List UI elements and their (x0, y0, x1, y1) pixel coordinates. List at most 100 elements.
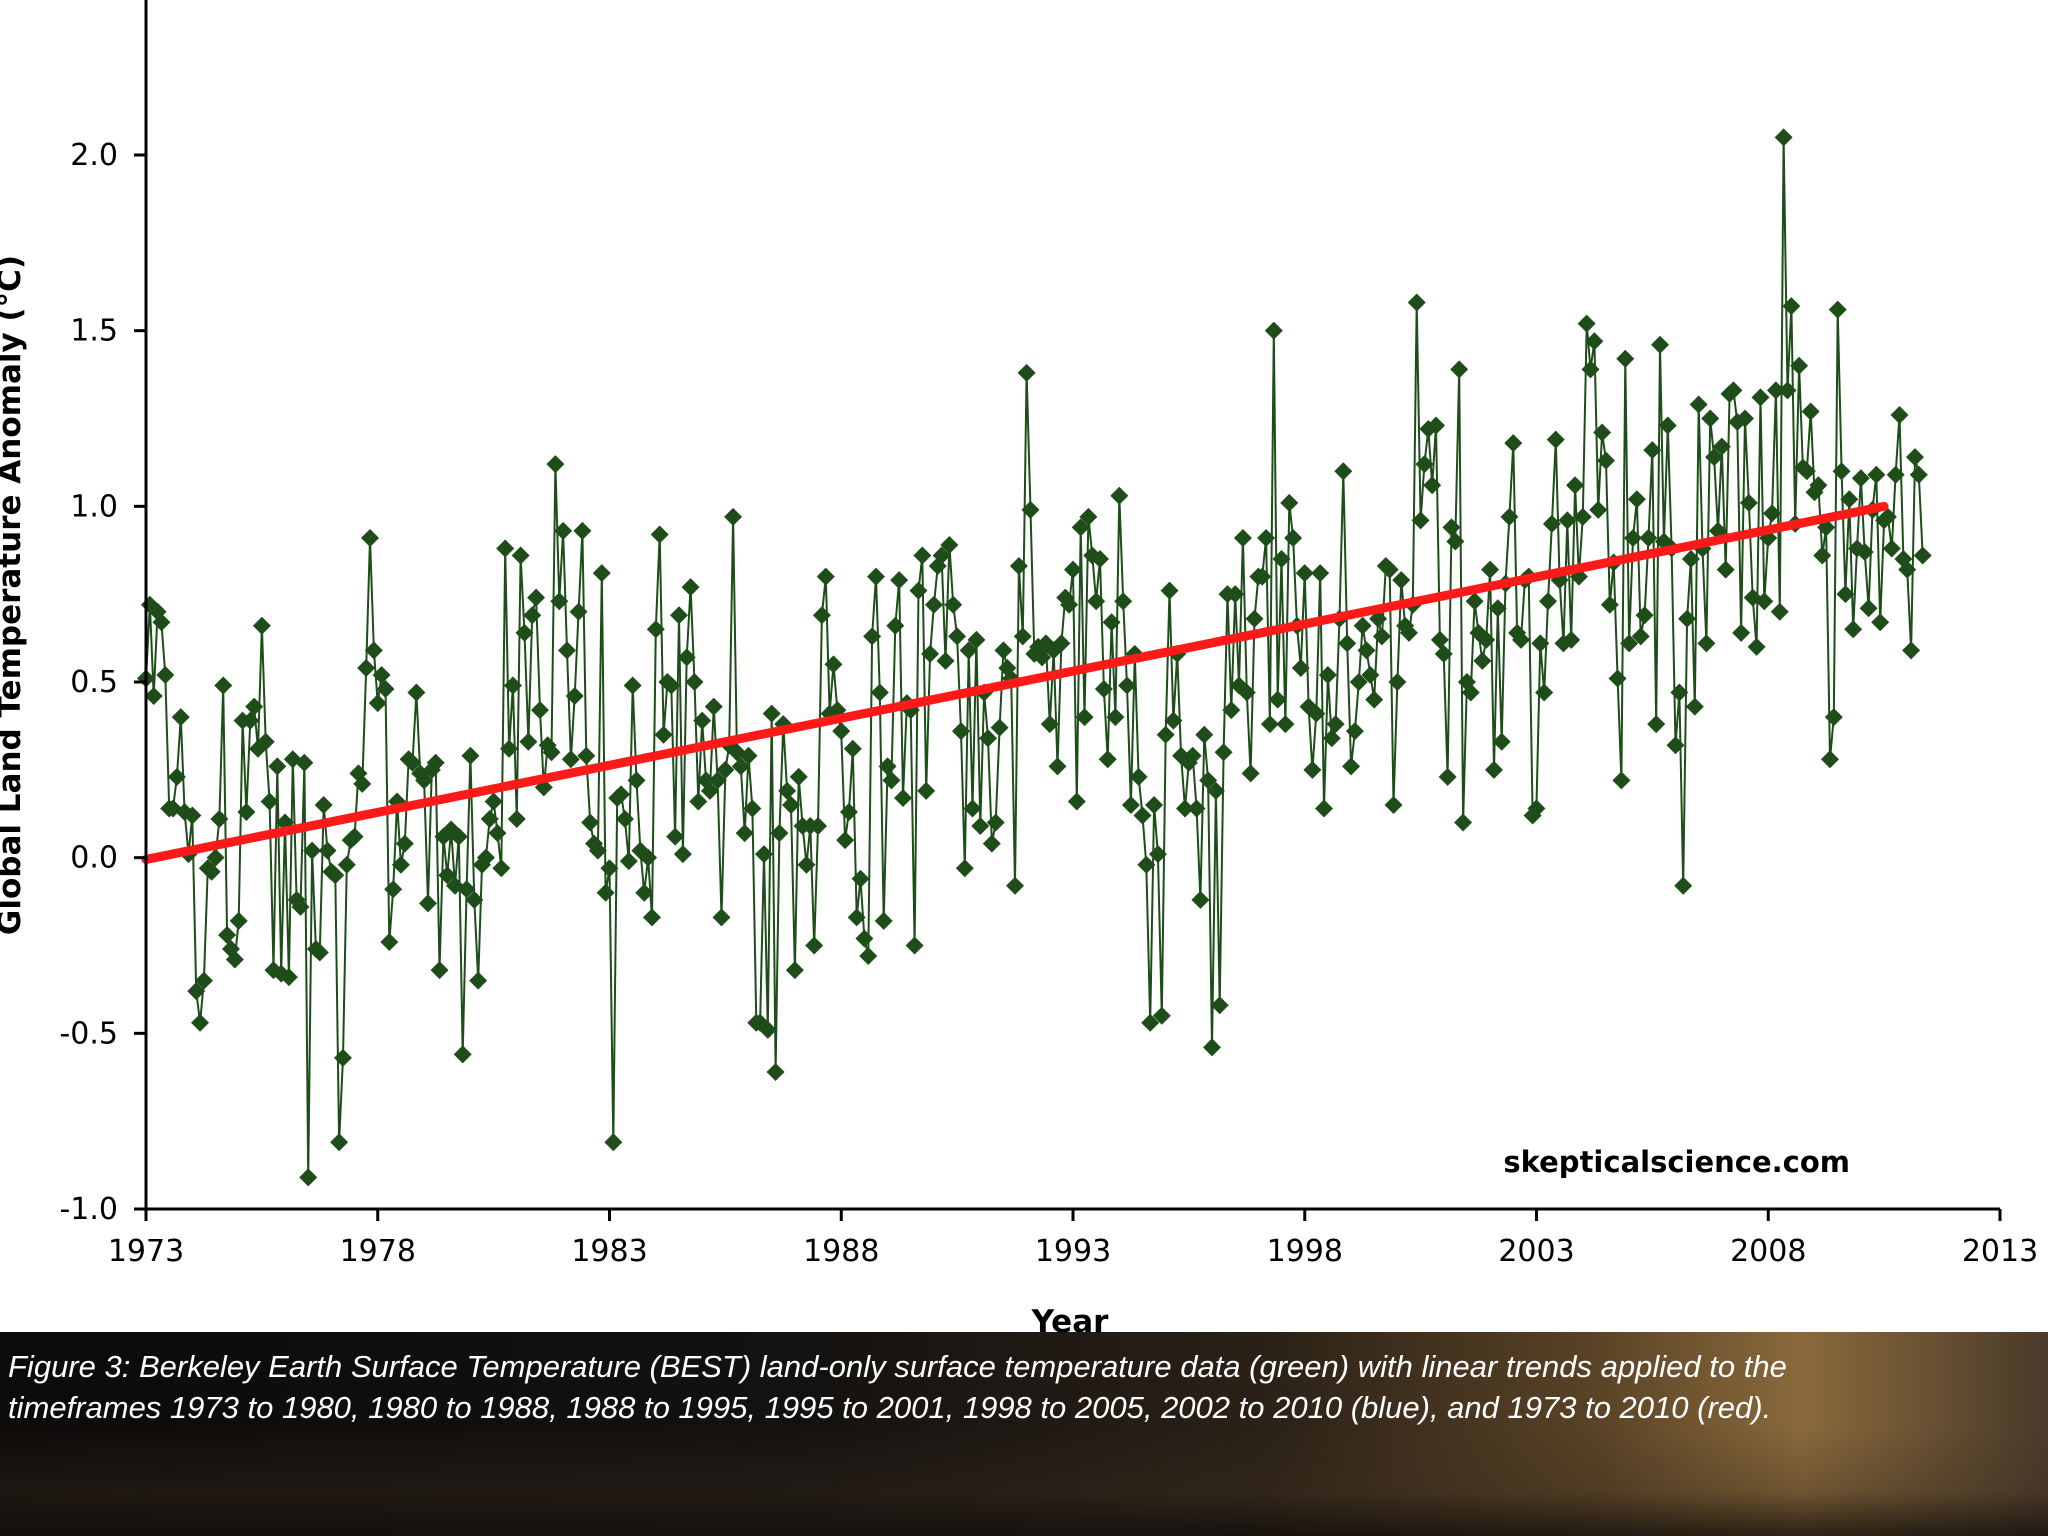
x-tick-label: 1988 (803, 1234, 879, 1269)
data-point-marker (731, 757, 750, 776)
data-point-marker (314, 795, 333, 814)
data-point-marker (171, 708, 190, 727)
data-point-marker (1276, 715, 1295, 734)
data-point-marker (1890, 405, 1909, 424)
data-point-marker (581, 813, 600, 832)
data-point-marker (1577, 314, 1596, 333)
data-point-marker (395, 834, 414, 853)
data-point-marker (1461, 683, 1480, 702)
data-point-marker (1090, 550, 1109, 569)
data-point-marker (453, 1045, 472, 1064)
data-point-marker (330, 1133, 349, 1152)
data-point-marker (642, 908, 661, 927)
data-point-marker (1450, 360, 1469, 379)
data-point-marker (569, 602, 588, 621)
data-point-marker (836, 831, 855, 850)
trend-line-1973-2010 (141, 501, 1889, 864)
data-point-marker (295, 753, 314, 772)
data-point-marker (1658, 416, 1677, 435)
data-point-marker (971, 817, 990, 836)
data-point-marker (754, 845, 773, 864)
data-point-marker (218, 925, 237, 944)
data-point-marker (693, 711, 712, 730)
data-point-marker (1148, 845, 1167, 864)
data-point-marker (1060, 595, 1079, 614)
data-point-marker (1913, 546, 1932, 565)
data-point-marker (1280, 493, 1299, 512)
caption-area: Figure 3: Berkeley Earth Surface Tempera… (0, 1332, 2048, 1536)
data-point-marker (623, 676, 642, 695)
data-point-marker (832, 722, 851, 741)
data-point-marker (948, 627, 967, 646)
data-point-marker (333, 1048, 352, 1067)
y-tick-label: -1.0 (59, 1192, 118, 1227)
data-point-marker (1477, 630, 1496, 649)
data-point-marker (1763, 504, 1782, 523)
x-tick-label: 2008 (1730, 1234, 1806, 1269)
data-point-marker (905, 936, 924, 955)
axes: -1.0 -0.5 0.0 0.5 1.0 1.5 2.0 1973 1978 1983 1988 1… (59, 0, 2038, 1269)
data-point-marker (1384, 795, 1403, 814)
data-point-marker (1264, 321, 1283, 340)
data-point-marker (237, 802, 256, 821)
x-tick-label: 1998 (1267, 1234, 1343, 1269)
data-point-marker (1013, 627, 1032, 646)
data-point-marker (1774, 128, 1793, 147)
data-point-marker (1203, 1038, 1222, 1057)
data-point-marker (967, 630, 986, 649)
data-point-marker (913, 546, 932, 565)
data-point-marker (1465, 592, 1484, 611)
data-point-marker (457, 880, 476, 899)
plot-area (137, 128, 1932, 1187)
data-point-marker (855, 929, 874, 948)
data-point-marker (1535, 683, 1554, 702)
data-point-marker (1388, 673, 1407, 691)
data-point-marker (430, 961, 449, 980)
data-point-marker (1809, 476, 1828, 495)
data-point-marker (1593, 423, 1612, 442)
data-point-marker (1338, 634, 1357, 653)
data-point-marker (704, 697, 723, 716)
data-point-marker (700, 781, 719, 800)
data-point-marker (191, 1013, 210, 1032)
data-point-marker (951, 722, 970, 741)
data-point-marker (1701, 409, 1720, 428)
background-decoration (0, 1426, 2048, 1536)
data-point-marker (689, 792, 708, 811)
data-point-marker (403, 753, 422, 772)
data-point-marker (619, 852, 638, 871)
data-point-marker (882, 771, 901, 790)
data-point-marker (1399, 623, 1418, 642)
data-point-marker (1187, 799, 1206, 818)
x-tick-label: 2013 (1962, 1234, 2038, 1269)
data-point-marker (1473, 651, 1492, 670)
data-point-marker (156, 665, 175, 684)
data-point-marker (612, 785, 631, 804)
data-point-marker (1121, 795, 1140, 814)
data-point-marker (449, 827, 468, 846)
data-point-marker (1736, 409, 1755, 428)
data-point-marker (299, 1168, 318, 1187)
data-point-marker (1222, 701, 1241, 720)
data-point-marker (1643, 441, 1662, 460)
y-tick-label: 1.0 (70, 489, 118, 524)
data-point-marker (1770, 602, 1789, 621)
data-point-marker (1732, 623, 1751, 642)
y-tick-label: 2.0 (70, 138, 118, 173)
data-point-marker (1118, 676, 1137, 695)
data-point-marker (245, 697, 264, 716)
data-point-marker (1840, 490, 1859, 509)
data-point-marker (1160, 581, 1179, 600)
data-point-marker (368, 694, 387, 713)
y-tick-label: 0.0 (70, 841, 118, 876)
data-point-marker (225, 950, 244, 969)
data-point-marker (1017, 363, 1036, 382)
data-point-marker (1365, 690, 1384, 709)
data-point-marker (1689, 395, 1708, 414)
data-point-marker (600, 859, 619, 878)
data-point-marker (1546, 430, 1565, 449)
data-point-marker (1851, 469, 1870, 488)
data-point-marker (805, 936, 824, 955)
y-tick-label: -0.5 (59, 1016, 118, 1051)
data-point-marker (1342, 757, 1361, 776)
